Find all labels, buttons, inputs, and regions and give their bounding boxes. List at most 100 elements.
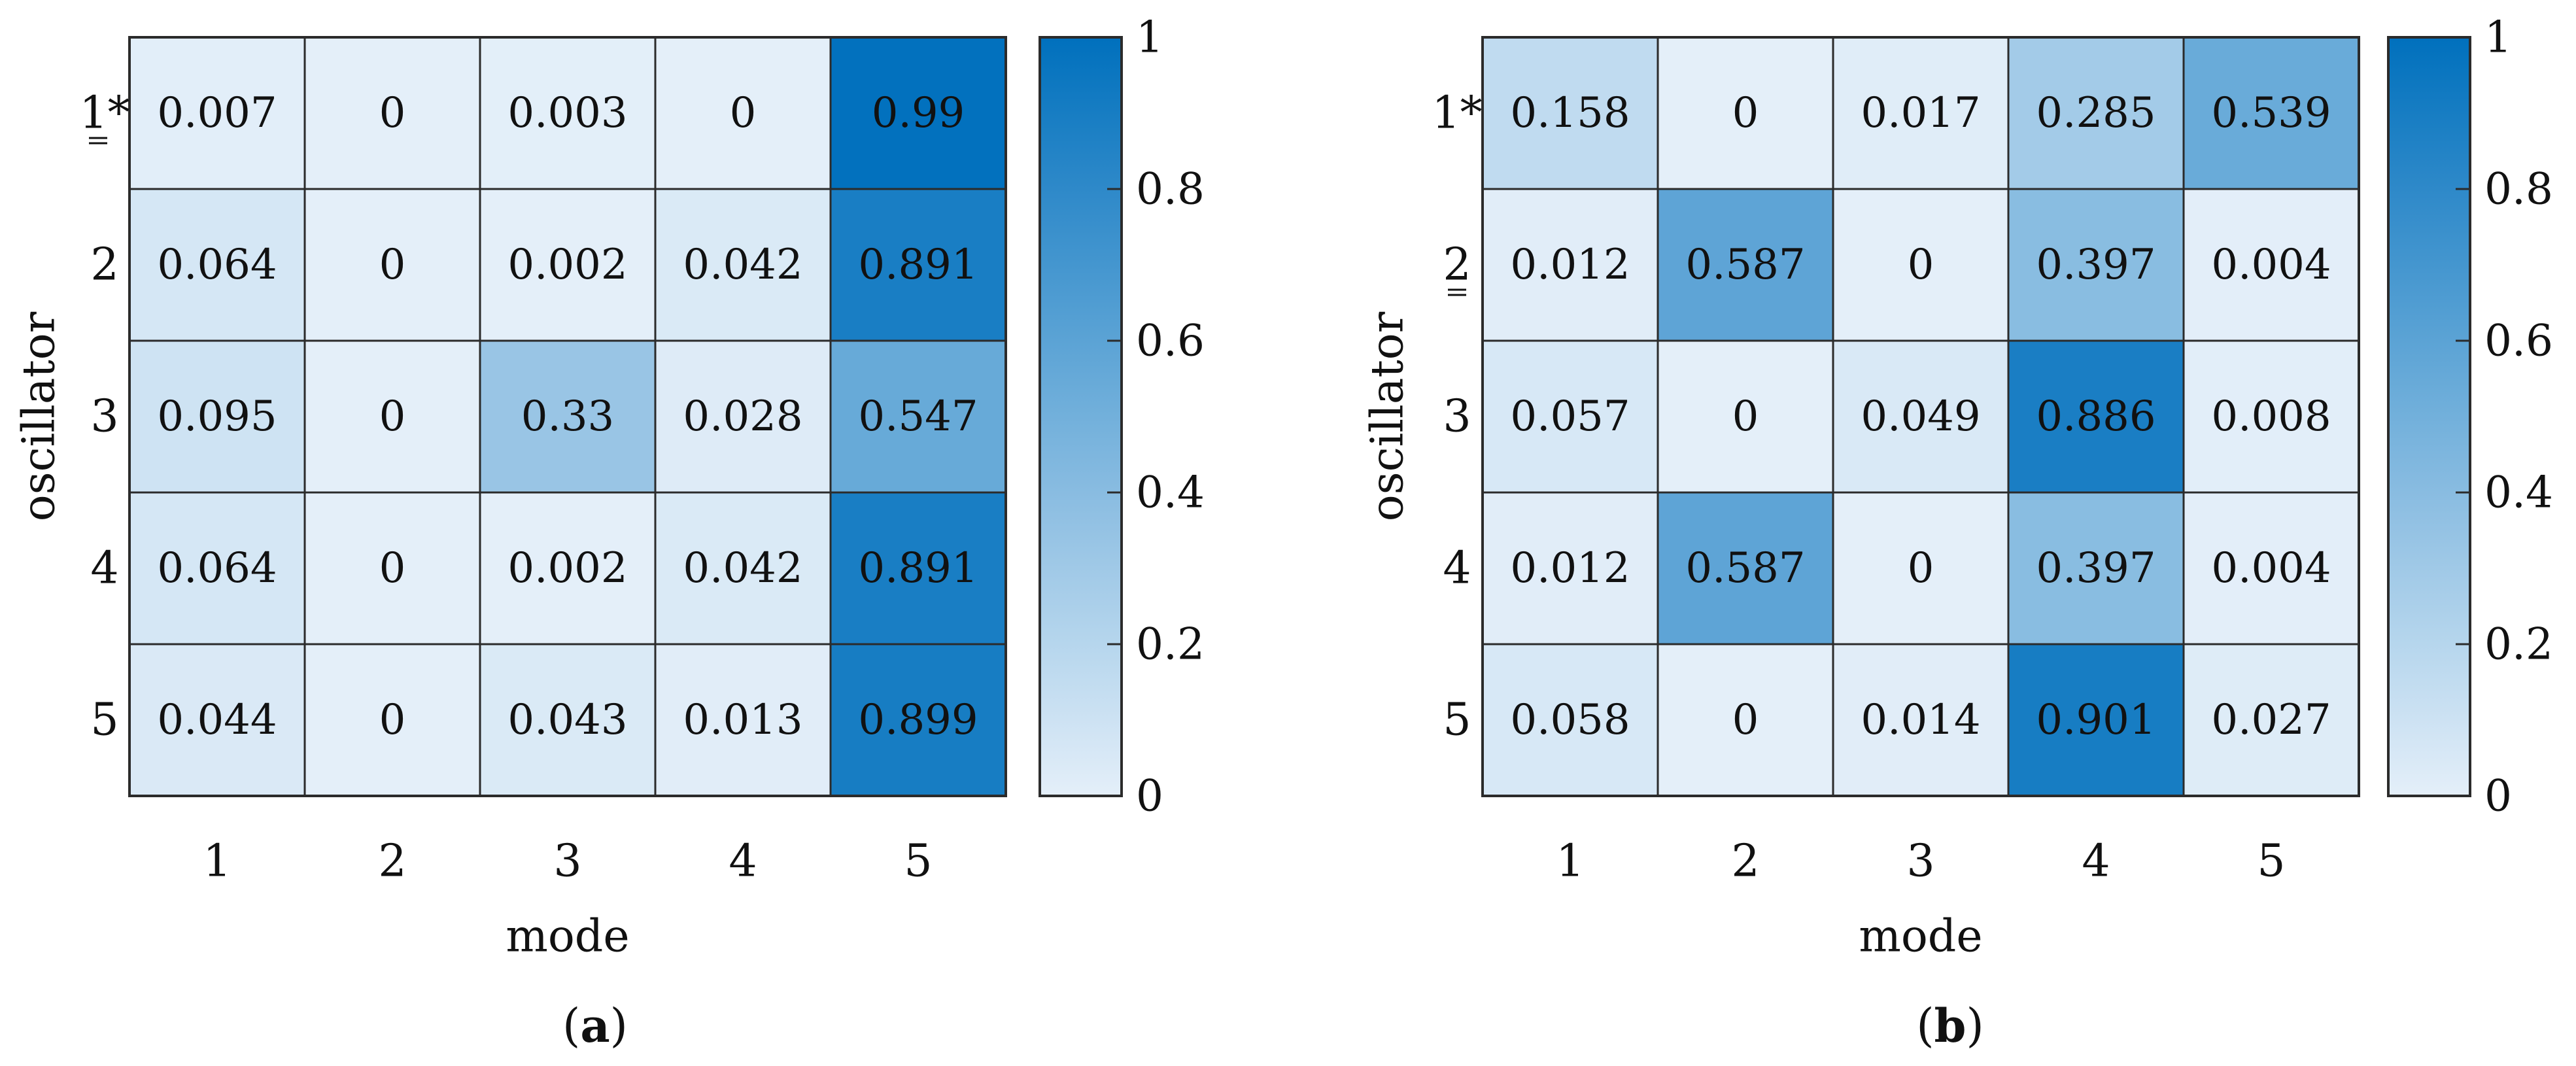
colorbar-tick-label: 0.4: [2484, 468, 2553, 518]
cell-value-label: 0.891: [858, 241, 978, 289]
heatmap-cell: [1657, 339, 1834, 494]
cell-value-label: 0.012: [1510, 241, 1630, 289]
heatmap-cell: [1657, 36, 1834, 190]
heatmap-frame: [128, 36, 1007, 797]
x-tick-label: 4: [2082, 836, 2110, 887]
x-tick-label: 3: [1906, 836, 1934, 887]
cell-value-label: 0.027: [2211, 696, 2331, 744]
cell-value-label: 0.017: [1861, 89, 1980, 137]
heatmap-cell: [829, 491, 1007, 645]
cell-value-label: 0.899: [858, 696, 978, 744]
colorbar-tick-label: 0.2: [1136, 619, 1205, 670]
cell-value-label: 0.014: [1861, 696, 1980, 744]
cell-value-label: 0.042: [683, 241, 802, 289]
heatmap-cell: [654, 491, 832, 645]
heatmap-cell: [2007, 188, 2185, 342]
x-tick-label: 2: [1731, 836, 1759, 887]
cell-value-label: 0.002: [507, 241, 627, 289]
cell-value-label: 0.539: [2211, 89, 2331, 137]
cell-value-label: 0: [379, 89, 406, 137]
heatmap-cell: [1832, 643, 2010, 797]
heatmap-cell: [2007, 643, 2185, 797]
cell-value-label: 0.002: [507, 544, 627, 593]
cell-value-label: 0: [1732, 89, 1759, 137]
panel-label: (a): [562, 999, 628, 1053]
y-tick-label: 1*: [1432, 88, 1482, 139]
heatmap-cell: [654, 36, 832, 190]
colorbar-tick-label: 0.4: [1136, 468, 1205, 518]
heatmap-cell: [2182, 491, 2360, 645]
panel-label-paren: (: [562, 999, 580, 1052]
colorbar-tick-label: 0.6: [1136, 316, 1205, 366]
y-axis-label: oscillator: [14, 311, 65, 521]
panel-label: (b): [1916, 999, 1984, 1053]
cell-value-label: 0.33: [521, 392, 615, 441]
heatmap-cell: [479, 188, 657, 342]
heatmap-cell: [479, 643, 657, 797]
heatmap-cell: [829, 643, 1007, 797]
cell-value-label: 0: [379, 392, 406, 441]
cell-value-label: 0.886: [2036, 392, 2155, 441]
cell-value-label: 0.058: [1510, 696, 1630, 744]
cell-value-label: 0.587: [1685, 241, 1805, 289]
heatmap-cell: [829, 188, 1007, 342]
x-tick-label: 4: [729, 836, 757, 887]
heatmap-cell: [2007, 491, 2185, 645]
cell-value-label: 0: [379, 696, 406, 744]
cell-value-label: 0.891: [858, 544, 978, 593]
panel-label-letter: a: [580, 999, 610, 1053]
cell-value-label: 0.044: [157, 696, 277, 744]
heatmap-cell: [128, 36, 306, 190]
heatmap-cell: [1481, 643, 1659, 797]
cell-value-label: 0.901: [2036, 696, 2155, 744]
cell-value-label: 0: [730, 89, 757, 137]
y-tick-label: 3: [90, 391, 118, 443]
heatmap-cell: [303, 36, 481, 190]
heatmap-cell: [829, 36, 1007, 190]
heatmap-cell: [128, 643, 306, 797]
heatmap-cell: [1657, 643, 1834, 797]
cell-value-label: 0.158: [1510, 89, 1630, 137]
y-tick-label: 3: [1443, 391, 1471, 443]
x-tick-label: 1: [1556, 836, 1584, 887]
heatmap-cell: [1832, 491, 2010, 645]
y-tick-label: 4: [90, 543, 118, 594]
heatmap-cell: [1832, 339, 2010, 494]
panel-label-paren: ): [1966, 999, 1984, 1052]
cell-value-label: 0.397: [2036, 544, 2155, 593]
cell-value-label: 0.004: [2211, 544, 2331, 593]
colorbar-tick-label: 0: [1136, 771, 1163, 821]
cell-value-label: 0.012: [1510, 544, 1630, 593]
y-tick-label: 2: [1443, 239, 1471, 291]
cell-value-label: 0: [1732, 392, 1759, 441]
colorbar-tick-label: 0: [2484, 771, 2512, 821]
y-tick-label: 2: [90, 239, 118, 291]
heatmap-cell: [1832, 188, 2010, 342]
cell-value-label: 0.043: [507, 696, 627, 744]
x-tick-label: 2: [378, 836, 406, 887]
cell-value-label: 0.008: [2211, 392, 2331, 441]
cell-value-label: 0.064: [157, 544, 277, 593]
cell-value-label: 0: [1908, 241, 1934, 289]
heatmap-panel-b: 0.158 0 0.017 0.285 0.539 0.012 0.587 0 0.397 0.0…: [1362, 12, 2553, 1053]
panel-label-paren: (: [1916, 999, 1934, 1052]
x-tick-label: 3: [553, 836, 581, 887]
colorbar: [2387, 36, 2471, 797]
x-tick-label: 1: [203, 836, 231, 887]
cell-value-label: 0.003: [507, 89, 627, 137]
y-tick-label: 1*: [79, 88, 129, 139]
heatmap-frame: [1481, 36, 2360, 797]
x-axis-label: mode: [506, 911, 629, 963]
y-tick-label: 4: [1443, 543, 1471, 594]
cell-value-label: 0.064: [157, 241, 277, 289]
panel-label-letter: b: [1934, 999, 1966, 1053]
cell-value-label: 0.095: [157, 392, 277, 441]
y-tick-label: 5: [1443, 695, 1471, 746]
panel-label-paren: ): [610, 999, 628, 1052]
cell-value-label: 0.285: [2036, 89, 2155, 137]
cell-value-label: 0.397: [2036, 241, 2155, 289]
cell-value-label: 0.028: [683, 392, 802, 441]
colorbar-tick-label: 0.6: [2484, 316, 2553, 366]
heatmap-cell: [303, 339, 481, 494]
colorbar-tick-label: 1: [2484, 12, 2512, 63]
